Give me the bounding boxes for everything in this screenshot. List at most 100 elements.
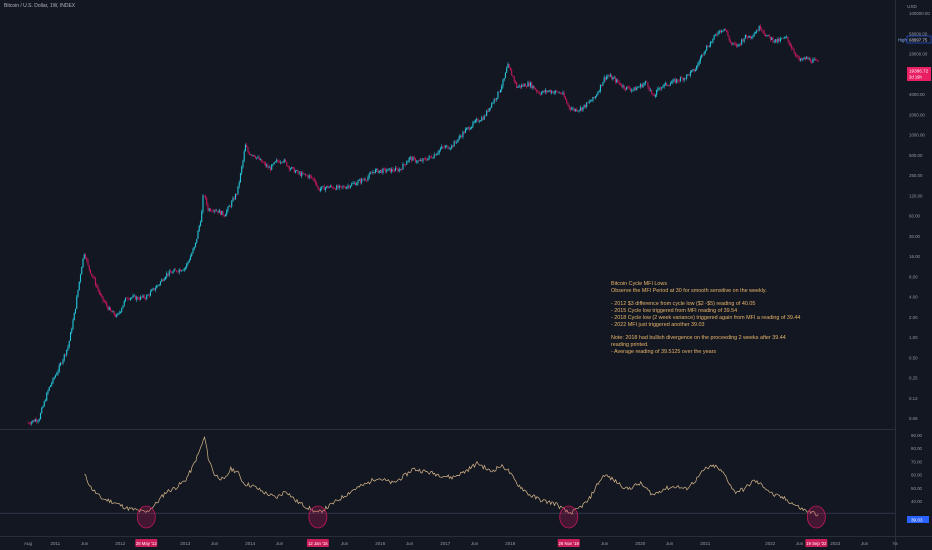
price-scale[interactable]: USD100000.0058000.0028000.008000.004000.…	[898, 4, 932, 523]
candle-body	[166, 273, 168, 277]
candle-body	[131, 297, 133, 299]
candle-body	[383, 168, 385, 170]
candle-body	[369, 173, 372, 174]
candle-body	[519, 85, 521, 88]
candle-body	[759, 26, 761, 29]
candle-body	[298, 172, 300, 174]
candle-body	[799, 58, 801, 61]
candle-body	[812, 59, 814, 63]
candle-body	[76, 296, 78, 309]
candle-body	[788, 40, 790, 45]
price-tick-label: 100000.00	[909, 11, 930, 16]
mfi-tick-label: 90.00	[911, 433, 923, 438]
mfi-low-circle	[806, 505, 826, 529]
candle-body	[164, 276, 167, 280]
candle-body	[474, 120, 476, 123]
candle-body	[734, 43, 736, 45]
candle-body	[223, 215, 225, 217]
candle-body	[621, 85, 623, 87]
candle-body	[726, 30, 728, 33]
candle-body	[143, 295, 145, 299]
candle-body	[198, 225, 200, 231]
candle-body	[99, 293, 102, 295]
candle-body	[792, 48, 794, 50]
candle-body	[806, 57, 808, 59]
candle-body	[324, 187, 327, 191]
candle-body	[793, 49, 795, 53]
candle-body	[203, 195, 205, 197]
candle-body	[128, 298, 130, 300]
candle-body	[667, 85, 669, 87]
highlighted-date-label: 12 Jan '15	[308, 541, 328, 546]
time-axis[interactable]: Aug 2011 Jun 2012 2013 Jun 2014 Jun Jun 2016 Jun 20…	[24, 539, 898, 547]
candle-body	[101, 294, 103, 297]
candle-body	[408, 157, 410, 161]
candle-body	[239, 173, 242, 183]
candle-body	[28, 422, 30, 424]
time-tick-label: 2021	[700, 541, 711, 546]
candle-body	[797, 55, 799, 57]
candle-body	[568, 104, 570, 109]
candle-body	[682, 77, 684, 81]
candle-body	[327, 186, 329, 188]
candle-body	[242, 160, 244, 167]
candle-body	[694, 69, 696, 72]
candle-body	[187, 261, 189, 264]
candle-body	[133, 295, 135, 297]
candle-body	[653, 94, 655, 97]
candle-body	[754, 32, 756, 34]
candle-body	[448, 148, 450, 150]
candle-body	[724, 28, 726, 31]
candle-body	[87, 259, 89, 266]
price-tick-label: 4000.00	[909, 92, 925, 97]
candle-body	[532, 86, 534, 88]
price-tick-label: 250.00	[909, 173, 923, 178]
candle-body	[82, 258, 84, 268]
candle-body	[731, 42, 733, 45]
price-tick-label: 120.00	[909, 193, 923, 198]
candle-body	[366, 180, 368, 181]
candle-body	[618, 82, 620, 84]
candle-body	[159, 281, 162, 285]
candle-body	[412, 157, 414, 161]
candle-body	[172, 271, 174, 274]
candle-body	[593, 97, 595, 99]
candle-body	[148, 294, 150, 296]
candle-body	[683, 77, 685, 81]
candle-body	[211, 210, 213, 212]
symbol-title[interactable]: Bitcoin / U.S. Dollar, 1W, INDEX	[4, 3, 76, 9]
candle-body	[773, 41, 775, 42]
candle-body	[59, 363, 62, 366]
candle-body	[119, 311, 122, 313]
candle-body	[44, 400, 47, 402]
candle-body	[278, 161, 280, 163]
candle-body	[626, 86, 628, 90]
candle-body	[196, 238, 198, 243]
candle-body	[413, 157, 415, 159]
candle-body	[134, 295, 137, 300]
candle-body	[88, 265, 90, 270]
candle-body	[361, 178, 363, 183]
candle-body	[481, 117, 483, 121]
candle-body	[579, 107, 581, 111]
candle-body	[323, 186, 325, 191]
price-tick-label: 16.00	[909, 254, 921, 259]
candle-body	[714, 34, 716, 36]
highlighted-date-tag	[557, 539, 580, 547]
annotation-note[interactable]: Bitcoin Cycle MFI Lows Observe the MFI P…	[611, 281, 800, 356]
candle-body	[438, 150, 440, 153]
candle-body	[758, 26, 760, 31]
time-tick-label: 2013	[180, 541, 191, 546]
candle-body	[791, 45, 793, 49]
candle-body	[533, 86, 535, 89]
candle-body	[79, 274, 82, 282]
price-tick-label: 2000.00	[909, 112, 925, 117]
candle-body	[292, 167, 294, 168]
candle-body	[89, 269, 92, 274]
candle-body	[713, 35, 715, 39]
candle-body	[641, 84, 643, 88]
candle-body	[126, 297, 128, 299]
candle-body	[804, 57, 806, 59]
candle-body	[484, 115, 486, 117]
